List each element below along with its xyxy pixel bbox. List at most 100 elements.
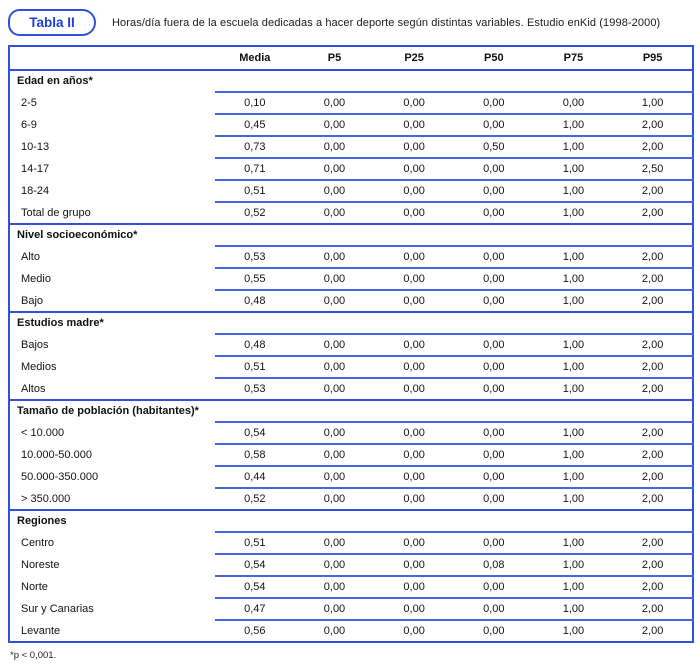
row-label: > 350.000	[21, 492, 71, 505]
cell-value: 2,00	[613, 333, 693, 356]
cell-value: 2,00	[613, 289, 693, 312]
cell-value: 0,51	[215, 355, 295, 378]
cell-value: 2,00	[613, 179, 693, 202]
cell-value: 0,54	[215, 575, 295, 598]
cell-value: 1,00	[533, 531, 614, 554]
section-header-row: Tamaño de población (habitantes)*	[9, 399, 693, 422]
column-header: Media	[215, 46, 295, 71]
cell-value: 0,00	[453, 487, 534, 510]
cell-value: 0,00	[374, 575, 454, 598]
table-row: Altos 0,53 0,00 0,00 0,00 1,00 2,00	[9, 377, 693, 400]
cell-value: 1,00	[613, 91, 693, 114]
cell-value: 0,50	[453, 135, 534, 158]
cell-value: 2,00	[613, 575, 693, 598]
cell-value: 1,00	[533, 377, 614, 400]
cell-value: 2,00	[613, 487, 693, 510]
table-row: 10.000-50.000 0,58 0,00 0,00 0,00 1,00 2,00	[9, 443, 693, 466]
cell-value: 1,00	[533, 267, 614, 290]
cell-value: 0,00	[374, 465, 454, 488]
row-label: Medios	[21, 361, 57, 373]
cell-value: 0,00	[294, 487, 375, 510]
column-header: P5	[294, 46, 375, 71]
cell-value: 0,00	[374, 421, 454, 444]
cell-value: 2,00	[613, 465, 693, 488]
cell-value: 0,00	[453, 377, 534, 400]
cell-value: 0,00	[294, 157, 375, 180]
row-label: Norte	[21, 581, 48, 593]
table-row: Total de grupo 0,52 0,00 0,00 0,00 1,00 2,00	[9, 201, 693, 224]
cell-value: 0,00	[453, 575, 534, 598]
cell-value: 0,52	[215, 201, 295, 224]
cell-value: 0,00	[294, 575, 375, 598]
section-header-row: Regiones	[9, 509, 693, 532]
cell-value: 1,00	[533, 157, 614, 180]
table-row: > 350.000 0,52 0,00 0,00 0,00 1,00 2,00	[9, 487, 693, 510]
table-row: Alto 0,53 0,00 0,00 0,00 1,00 2,00	[9, 245, 693, 268]
row-label: Total de grupo	[21, 206, 91, 219]
column-header: P75	[533, 46, 614, 71]
row-label: < 10.000	[21, 427, 65, 439]
table-title: Horas/día fuera de la escuela dedicadas …	[112, 16, 661, 29]
cell-value: 1,00	[533, 355, 614, 378]
cell-value: 0,00	[374, 597, 454, 620]
row-label: Alto	[21, 251, 40, 263]
cell-value: 2,00	[613, 553, 693, 576]
table-row: Medio 0,55 0,00 0,00 0,00 1,00 2,00	[9, 267, 693, 290]
table-row: 50.000-350.000 0,44 0,00 0,00 0,00 1,00 2,00	[9, 465, 693, 488]
cell-value: 0,00	[374, 289, 454, 312]
table-row: 6-9 0,45 0,00 0,00 0,00 1,00 2,00	[9, 113, 693, 136]
cell-value: 0,00	[374, 245, 454, 268]
cell-value: 0,08	[453, 553, 534, 576]
cell-value: 1,00	[533, 487, 614, 510]
row-label: Bajos	[21, 339, 49, 351]
cell-value: 0,00	[374, 487, 454, 510]
table-row: Centro 0,51 0,00 0,00 0,00 1,00 2,00	[9, 531, 693, 554]
row-label: 10-13	[21, 141, 50, 153]
cell-value: 0,00	[453, 245, 534, 268]
cell-value: 0,00	[374, 91, 454, 114]
cell-value: 2,00	[613, 443, 693, 466]
cell-value: 0,55	[215, 267, 295, 290]
table-row: < 10.000 0,54 0,00 0,00 0,00 1,00 2,00	[9, 421, 693, 444]
table-row: Sur y Canarias 0,47 0,00 0,00 0,00 1,00 2,00	[9, 597, 693, 620]
cell-value: 0,71	[215, 157, 295, 180]
cell-value: 0,00	[453, 355, 534, 378]
table-number-badge: Tabla II	[8, 9, 96, 36]
cell-value: 0,00	[453, 179, 534, 202]
cell-value: 0,48	[215, 289, 295, 312]
cell-value: 0,10	[215, 91, 295, 114]
row-label: 18-24	[21, 185, 50, 197]
corner-cell	[9, 46, 215, 71]
cell-value: 1,00	[533, 245, 614, 268]
cell-value: 0,00	[453, 267, 534, 290]
table-caption-bar: Tabla II Horas/día fuera de la escuela d…	[8, 9, 693, 36]
row-label: Bajo	[21, 294, 44, 307]
cell-value: 0,00	[453, 157, 534, 180]
cell-value: 1,00	[533, 289, 614, 312]
row-label: 10.000-50.000	[21, 449, 92, 461]
cell-value: 0,00	[374, 355, 454, 378]
cell-value: 0,53	[215, 377, 295, 400]
table-row: Levante 0,56 0,00 0,00 0,00 1,00 2,00	[9, 619, 693, 642]
cell-value: 0,00	[374, 201, 454, 224]
section-header-row: Edad en años*	[9, 69, 693, 92]
cell-value: 0,48	[215, 333, 295, 356]
cell-value: 0,00	[294, 355, 375, 378]
cell-value: 0,00	[374, 179, 454, 202]
section-header-row: Estudios madre*	[9, 311, 693, 334]
cell-value: 0,00	[294, 267, 375, 290]
table-row: Bajos 0,48 0,00 0,00 0,00 1,00 2,00	[9, 333, 693, 356]
cell-value: 0,51	[215, 531, 295, 554]
cell-value: 0,00	[294, 597, 375, 620]
cell-value: 0,47	[215, 597, 295, 620]
table-row: Bajo 0,48 0,00 0,00 0,00 1,00 2,00	[9, 289, 693, 312]
cell-value: 0,00	[374, 619, 454, 642]
cell-value: 0,00	[294, 377, 375, 400]
cell-value: 2,00	[613, 421, 693, 444]
cell-value: 0,00	[453, 443, 534, 466]
cell-value: 1,00	[533, 179, 614, 202]
cell-value: 0,00	[374, 157, 454, 180]
cell-value: 2,00	[613, 135, 693, 158]
cell-value: 0,00	[294, 91, 375, 114]
